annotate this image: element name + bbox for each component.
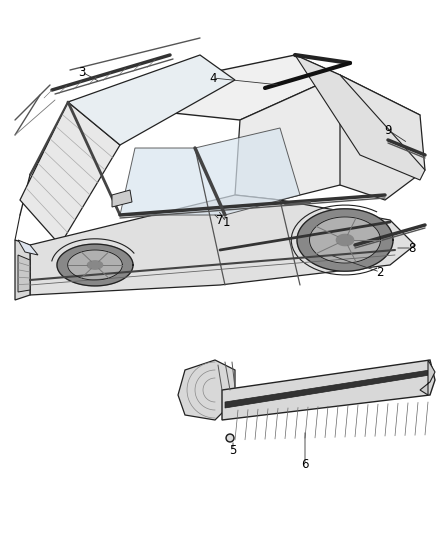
Polygon shape [15, 240, 30, 300]
Text: 9: 9 [384, 124, 392, 136]
Circle shape [226, 434, 234, 442]
Polygon shape [340, 75, 425, 200]
Polygon shape [68, 55, 235, 145]
Circle shape [227, 435, 233, 440]
Text: 3: 3 [78, 66, 86, 78]
Polygon shape [310, 217, 381, 263]
Polygon shape [20, 102, 120, 245]
Polygon shape [112, 190, 132, 207]
Text: 5: 5 [230, 443, 237, 456]
Polygon shape [68, 55, 340, 120]
Text: 2: 2 [376, 265, 384, 279]
Text: 8: 8 [408, 241, 416, 254]
Text: 7: 7 [216, 214, 224, 227]
Polygon shape [336, 235, 353, 246]
Polygon shape [225, 370, 430, 408]
Polygon shape [18, 240, 38, 255]
Polygon shape [30, 195, 415, 295]
Polygon shape [57, 244, 133, 286]
Polygon shape [222, 360, 435, 420]
Polygon shape [18, 255, 30, 292]
Text: 4: 4 [209, 71, 217, 85]
Polygon shape [178, 360, 235, 420]
Polygon shape [195, 128, 300, 215]
Text: 1: 1 [222, 215, 230, 229]
Polygon shape [235, 75, 420, 200]
Polygon shape [420, 360, 435, 395]
Polygon shape [88, 261, 102, 269]
Polygon shape [67, 250, 122, 280]
Polygon shape [120, 148, 225, 215]
Polygon shape [295, 55, 425, 180]
Text: 6: 6 [301, 458, 309, 472]
Polygon shape [297, 209, 393, 271]
